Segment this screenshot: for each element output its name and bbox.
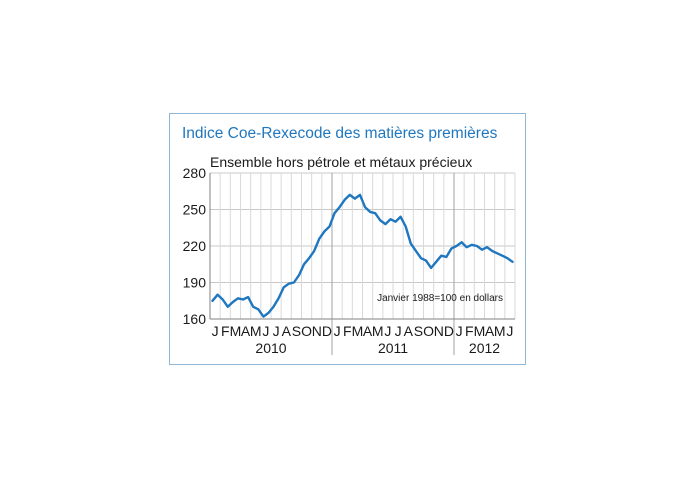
axes: [209, 173, 515, 355]
chart-title: Indice Coe-Rexecode des matières premièr…: [182, 125, 498, 142]
x-tick-label: A: [282, 323, 292, 339]
x-tick-label: O: [423, 323, 434, 339]
y-tick-label: 220: [183, 238, 207, 254]
x-tick-label: J: [384, 323, 391, 339]
grid: [210, 172, 516, 319]
x-tick-label: J: [506, 323, 513, 339]
y-tick-label: 190: [183, 275, 207, 291]
y-tick-label: 250: [183, 202, 207, 218]
y-tick-labels: 160 190 220 250 280: [183, 165, 207, 327]
x-tick-label: A: [363, 323, 373, 339]
x-tick-label: M: [230, 323, 242, 339]
x-tick-label: S: [414, 323, 423, 339]
year-label: 2010: [255, 340, 286, 356]
y-tick-label: 160: [183, 311, 207, 327]
x-tick-label: A: [404, 323, 414, 339]
x-tick-label: D: [322, 323, 332, 339]
x-tick-label: J: [456, 323, 463, 339]
year-label: 2012: [469, 340, 500, 356]
x-tick-label: J: [273, 323, 280, 339]
x-tick-label: N: [312, 323, 322, 339]
x-tick-label: J: [212, 323, 219, 339]
x-tick-label: D: [444, 323, 454, 339]
x-tick-label: M: [494, 323, 506, 339]
x-tick-label: S: [292, 323, 301, 339]
x-tick-label: F: [343, 323, 352, 339]
x-tick-label: M: [250, 323, 262, 339]
chart-panel: Indice Coe-Rexecode des matières premièr…: [169, 113, 526, 365]
x-tick-label: F: [221, 323, 230, 339]
chart-annotation: Janvier 1988=100 en dollars: [377, 293, 503, 304]
year-labels: 2010 2011 2012: [255, 340, 500, 356]
x-tick-label: O: [301, 323, 312, 339]
chart-canvas: Indice Coe-Rexecode des matières premièr…: [182, 125, 516, 356]
x-tick-label: M: [352, 323, 364, 339]
x-tick-label: A: [485, 323, 495, 339]
x-tick-label: F: [465, 323, 474, 339]
x-tick-label: A: [241, 323, 251, 339]
x-tick-label: J: [395, 323, 402, 339]
x-tick-label: J: [334, 323, 341, 339]
series-layer: [211, 193, 514, 318]
chart-subtitle: Ensemble hors pétrole et métaux précieux: [210, 154, 472, 170]
x-tick-label: M: [474, 323, 486, 339]
x-tick-label: N: [434, 323, 444, 339]
y-tick-label: 280: [183, 165, 207, 181]
series-line: [211, 193, 514, 318]
x-tick-label: M: [372, 323, 384, 339]
x-tick-label: J: [262, 323, 269, 339]
year-label: 2011: [378, 340, 408, 356]
